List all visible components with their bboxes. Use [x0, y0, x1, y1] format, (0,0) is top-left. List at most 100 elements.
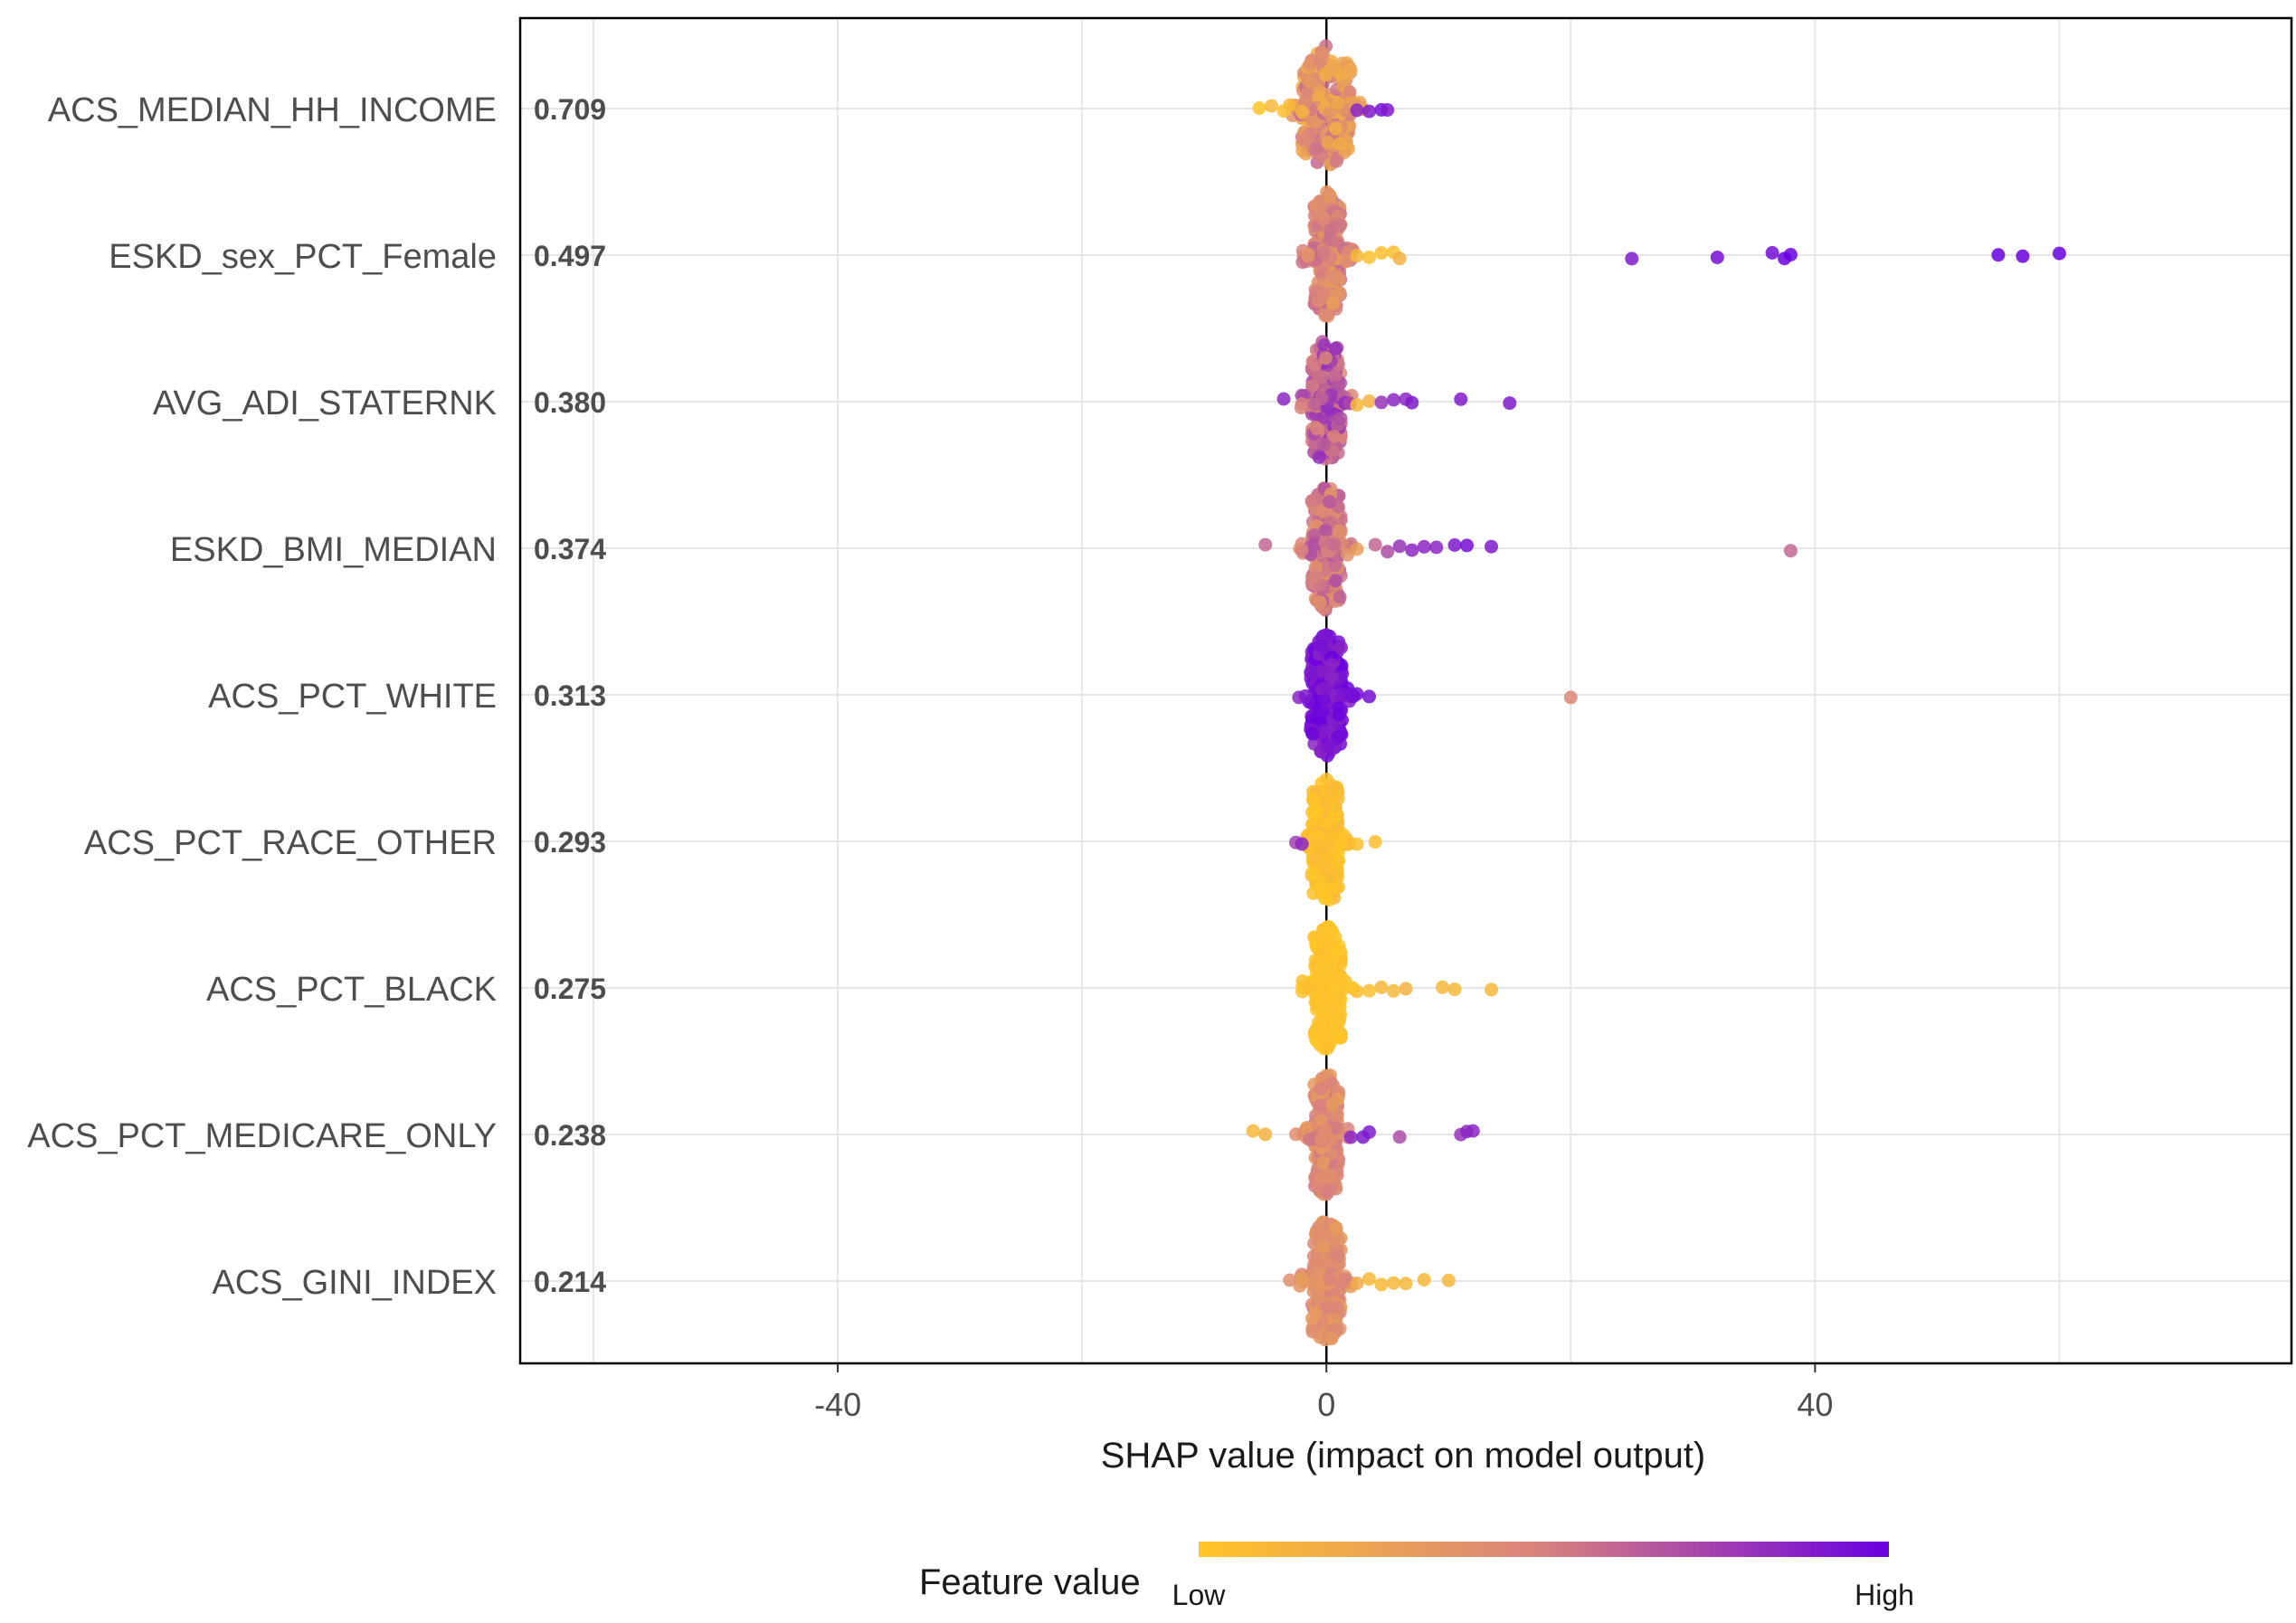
shap-outlier-point — [1374, 246, 1389, 261]
shap-point — [1333, 590, 1347, 604]
shap-outlier-point — [1350, 837, 1364, 851]
shap-point — [1316, 505, 1331, 519]
shap-outlier-point — [1460, 538, 1474, 553]
shap-point — [1310, 958, 1324, 972]
shap-points — [1246, 39, 2066, 1347]
shap-point — [1313, 1224, 1327, 1239]
shap-outlier-point — [1350, 687, 1364, 701]
x-tick-label: -40 — [814, 1386, 861, 1423]
shap-outlier-point — [1765, 246, 1779, 260]
shap-outlier-point — [1362, 983, 1376, 998]
shap-outlier-point — [1283, 98, 1297, 112]
shap-outlier-point — [1399, 1277, 1413, 1291]
shap-outlier-point — [1387, 393, 1400, 407]
shap-outlier-point — [1289, 1127, 1303, 1142]
shap-point — [1329, 154, 1343, 168]
shap-point — [1324, 1168, 1339, 1182]
shap-point — [1327, 430, 1341, 444]
shap-outlier-point — [1466, 1124, 1480, 1138]
shap-point — [1332, 707, 1346, 722]
shap-outlier-point — [1485, 539, 1498, 554]
shap-outlier-point — [1405, 543, 1419, 557]
shap-point — [1310, 422, 1324, 436]
feature-importance-value: 0.293 — [534, 826, 606, 859]
x-tick-label: 40 — [1797, 1386, 1833, 1423]
feature-importance-value: 0.497 — [534, 240, 606, 272]
shap-outlier-point — [1380, 103, 1395, 117]
shap-point — [1319, 351, 1333, 365]
shap-point — [1311, 369, 1325, 383]
shap-outlier-point — [1387, 983, 1400, 998]
color-legend: Feature value Low High — [919, 1542, 1914, 1611]
shap-point — [1329, 1220, 1343, 1235]
shap-point — [1324, 1077, 1339, 1090]
shap-point — [1310, 1291, 1324, 1305]
shap-point — [1321, 817, 1335, 831]
shap-point — [1316, 245, 1331, 260]
shap-point — [1343, 62, 1358, 77]
feature-importance-value: 0.313 — [534, 679, 606, 712]
shap-point — [1318, 523, 1333, 537]
shap-point — [1300, 1121, 1314, 1135]
feature-points-ACS_MEDIAN_HH_INCOME — [1252, 39, 1395, 172]
shap-point — [1316, 1155, 1331, 1170]
shap-outlier-point — [1783, 544, 1798, 558]
shap-point — [1324, 658, 1339, 672]
x-axis-title: SHAP value (impact on model output) — [1101, 1436, 1706, 1476]
shap-point — [1322, 920, 1336, 935]
shap-point — [1314, 639, 1328, 653]
shap-point — [1317, 724, 1331, 738]
shap-outlier-point — [1362, 104, 1376, 119]
shap-outlier-point — [1447, 982, 1462, 997]
x-axis-ticks: -40 0 40 — [814, 1363, 1833, 1423]
shap-outlier-point — [1295, 104, 1309, 119]
feature-points-AVG_ADI_STATERNK — [1276, 335, 1517, 466]
shap-point — [1331, 96, 1345, 110]
feature-importance-value: 0.380 — [534, 386, 606, 419]
feature-points-ACS_PCT_WHITE — [1292, 628, 1578, 763]
shap-point — [1308, 937, 1323, 952]
feature-points-ACS_GINI_INDEX — [1283, 1215, 1456, 1347]
feature-label: AVG_ADI_STATERNK — [153, 384, 497, 422]
shap-point — [1329, 1121, 1343, 1135]
shap-point — [1315, 1001, 1330, 1016]
shap-point — [1303, 1132, 1316, 1146]
shap-outlier-point — [1368, 835, 1382, 849]
shap-point — [1333, 1011, 1347, 1026]
shap-point — [1305, 666, 1319, 680]
shap-outlier-point — [1362, 689, 1376, 704]
shap-point — [1310, 837, 1324, 851]
shap-point — [1331, 730, 1344, 745]
shap-point — [1333, 1277, 1348, 1292]
shap-point — [1305, 1311, 1319, 1325]
shap-outlier-point — [1436, 980, 1449, 994]
shap-point — [1328, 369, 1342, 384]
shap-outlier-point — [1392, 539, 1407, 554]
shap-point — [1313, 975, 1326, 990]
feature-importance-value: 0.275 — [534, 973, 606, 1005]
shap-point — [1336, 828, 1351, 842]
shap-outlier-point — [1343, 1130, 1358, 1144]
shap-outlier-point — [1295, 1272, 1309, 1286]
shap-point — [1313, 204, 1327, 219]
shap-point — [1332, 524, 1346, 538]
shap-outlier-point — [1307, 397, 1322, 412]
shap-point — [1327, 537, 1342, 552]
shap-outlier-point — [1392, 1130, 1407, 1144]
shap-point — [1323, 106, 1337, 120]
shap-outlier-point — [1252, 101, 1267, 115]
shap-outlier-point — [1276, 392, 1291, 406]
shap-point — [1308, 536, 1323, 551]
shap-point — [1325, 1098, 1339, 1113]
shap-point — [1332, 938, 1346, 953]
feature-label: ACS_PCT_RACE_OTHER — [84, 824, 497, 862]
feature-importance-value: 0.709 — [534, 93, 606, 126]
feature-label: ESKD_BMI_MEDIAN — [170, 531, 497, 569]
shap-point — [1315, 1021, 1330, 1036]
shap-point — [1317, 693, 1332, 707]
shap-outlier-point — [1301, 249, 1315, 263]
shap-outlier-point — [1374, 395, 1389, 410]
shap-outlier-point — [1991, 248, 2006, 262]
shap-outlier-point — [1387, 1276, 1400, 1290]
